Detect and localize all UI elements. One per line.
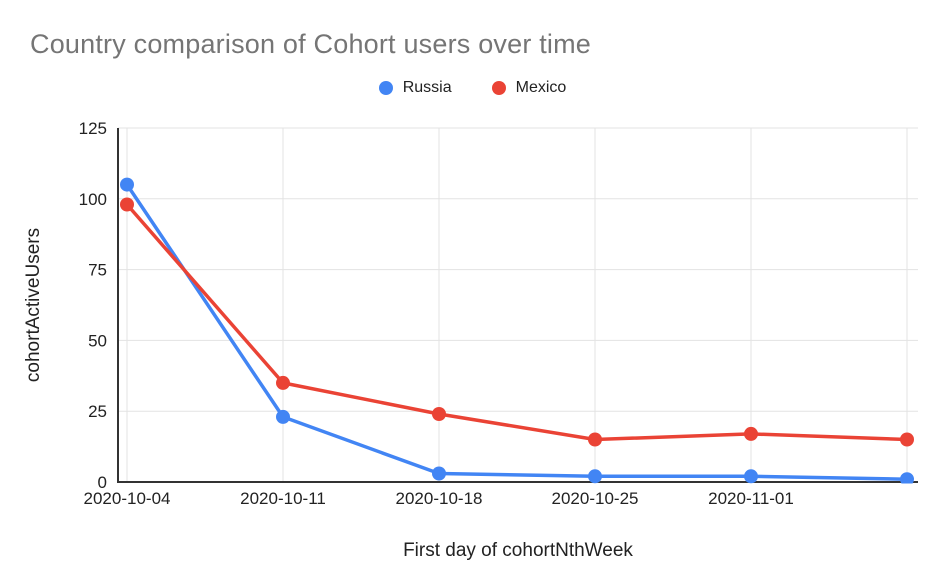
data-point-mexico-0 [120, 197, 134, 212]
series-group [120, 177, 914, 484]
data-point-russia-4 [744, 469, 758, 484]
data-point-russia-0 [120, 177, 134, 192]
data-point-mexico-2 [432, 407, 446, 421]
y-tick-label: 25 [88, 402, 107, 421]
x-tick-label: 2020-11-01 [708, 489, 794, 508]
data-point-mexico-4 [744, 426, 758, 441]
y-axis-title: cohortActiveUsers [23, 228, 44, 382]
y-tick-label: 50 [88, 331, 107, 350]
chart-title: Country comparison of Cohort users over … [30, 29, 592, 59]
x-tick-label: 2020-10-11 [240, 489, 326, 508]
series-line-russia [125, 182, 909, 481]
legend-item-mexico: Mexico [491, 79, 567, 97]
chart-legend: Russia Mexico [0, 79, 945, 97]
legend-dot-mexico [491, 81, 506, 95]
data-point-russia-2 [432, 466, 446, 481]
y-tick-label: 100 [79, 190, 107, 209]
series-line-mexico [125, 202, 909, 442]
y-tick-label: 125 [79, 119, 107, 138]
legend-label: Russia [402, 79, 452, 96]
data-point-mexico-3 [588, 432, 602, 447]
legend-dot-russia [378, 81, 393, 95]
vertical-gridlines [126, 128, 908, 482]
legend-label: Mexico [515, 79, 567, 96]
x-tick-label: 2020-10-25 [552, 489, 639, 508]
x-axis-title: First day of cohortNthWeek [403, 540, 633, 561]
data-point-russia-3 [588, 469, 602, 484]
y-tick-label: 75 [88, 261, 107, 280]
data-point-russia-1 [276, 409, 290, 424]
series-mexico [120, 197, 914, 447]
y-tick-labels: 0 25 50 75 100 125 [79, 119, 107, 492]
legend-item-russia: Russia [378, 79, 452, 97]
data-point-mexico-5 [900, 432, 914, 447]
x-tick-labels: 2020-10-04 2020-10-11 2020-10-18 2020-10-25… [84, 489, 794, 508]
data-point-russia-5 [900, 472, 914, 484]
series-russia [120, 177, 914, 484]
x-tick-label: 2020-10-04 [84, 489, 171, 508]
data-point-mexico-1 [276, 375, 290, 390]
y-tick-label: 0 [98, 473, 107, 492]
horizontal-gridlines [118, 127, 918, 412]
x-tick-label: 2020-10-18 [396, 489, 483, 508]
